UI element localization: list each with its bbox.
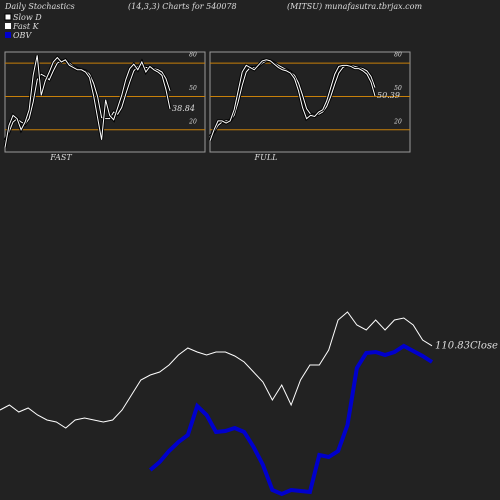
legend-label: Fast K xyxy=(12,22,40,31)
y-tick-label: 50 xyxy=(189,85,197,92)
y-tick-label: 20 xyxy=(188,118,197,125)
y-tick-label: 80 xyxy=(189,52,197,59)
series-line xyxy=(209,59,376,142)
panel-label: FAST xyxy=(49,153,72,162)
source: (MITSU) munafasutra.tbrjax.com xyxy=(287,2,422,11)
panel xyxy=(209,51,411,153)
series-line xyxy=(4,55,171,148)
legend-swatch xyxy=(5,32,11,38)
y-tick-label: 50 xyxy=(394,85,402,92)
chart-title: Daily Stochastics xyxy=(4,2,75,11)
value-label: 110.83 xyxy=(435,340,470,351)
legend-label: OBV xyxy=(13,31,32,40)
chart-subtitle: (14,3,3) Charts for 540078 xyxy=(128,2,237,11)
series-line xyxy=(148,343,434,497)
value-label: 38.84 xyxy=(172,104,195,113)
legend-swatch xyxy=(5,23,11,29)
legend-label: Slow D xyxy=(13,13,42,22)
series-line xyxy=(0,311,433,429)
value-label: 50.39 xyxy=(377,91,400,100)
legend-swatch xyxy=(4,13,12,21)
y-tick-label: 80 xyxy=(394,52,402,59)
panel-label: FULL xyxy=(254,153,278,162)
series-label: Close xyxy=(470,340,498,351)
y-tick-label: 20 xyxy=(393,118,402,125)
